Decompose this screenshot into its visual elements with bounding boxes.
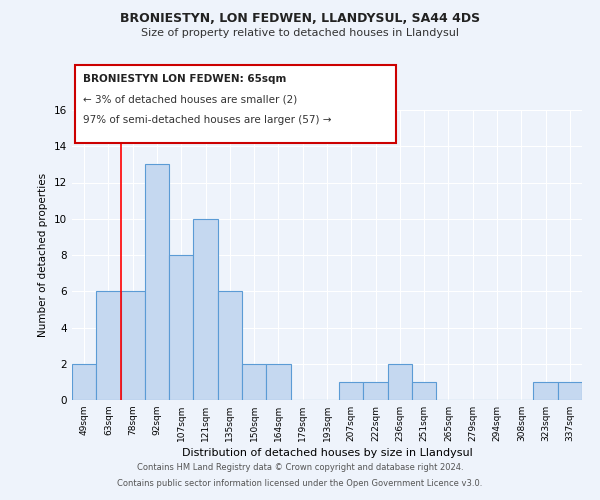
Text: Contains public sector information licensed under the Open Government Licence v3: Contains public sector information licen… — [118, 478, 482, 488]
Text: 97% of semi-detached houses are larger (57) →: 97% of semi-detached houses are larger (… — [83, 115, 331, 125]
Bar — [364, 382, 388, 400]
Y-axis label: Number of detached properties: Number of detached properties — [38, 173, 49, 337]
Bar — [72, 364, 96, 400]
Bar — [339, 382, 364, 400]
Bar — [169, 255, 193, 400]
Bar — [193, 219, 218, 400]
Text: Size of property relative to detached houses in Llandysul: Size of property relative to detached ho… — [141, 28, 459, 38]
Text: BRONIESTYN, LON FEDWEN, LLANDYSUL, SA44 4DS: BRONIESTYN, LON FEDWEN, LLANDYSUL, SA44 … — [120, 12, 480, 26]
Bar — [388, 364, 412, 400]
Bar — [533, 382, 558, 400]
Bar — [96, 291, 121, 400]
Bar — [145, 164, 169, 400]
Bar — [412, 382, 436, 400]
Text: Contains HM Land Registry data © Crown copyright and database right 2024.: Contains HM Land Registry data © Crown c… — [137, 464, 463, 472]
Bar — [266, 364, 290, 400]
Bar — [121, 291, 145, 400]
Bar — [218, 291, 242, 400]
Text: BRONIESTYN LON FEDWEN: 65sqm: BRONIESTYN LON FEDWEN: 65sqm — [83, 74, 286, 84]
Text: ← 3% of detached houses are smaller (2): ← 3% of detached houses are smaller (2) — [83, 95, 297, 105]
X-axis label: Distribution of detached houses by size in Llandysul: Distribution of detached houses by size … — [182, 448, 472, 458]
Bar — [242, 364, 266, 400]
Bar — [558, 382, 582, 400]
